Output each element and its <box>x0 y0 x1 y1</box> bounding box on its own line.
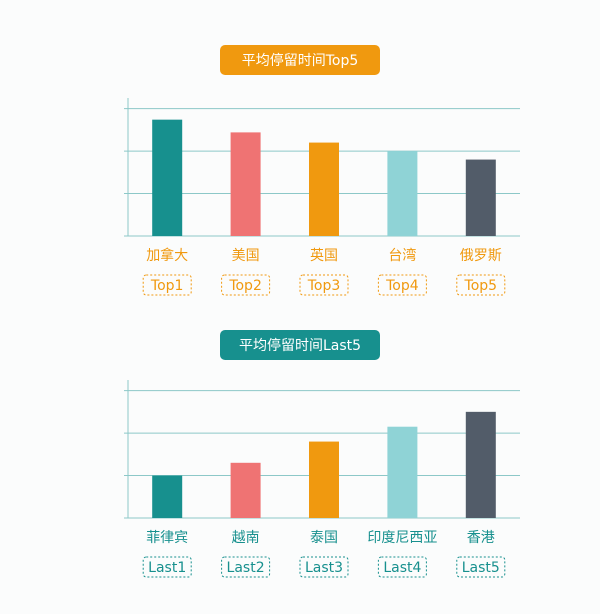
bar <box>465 159 496 236</box>
x-tick-label: 菲律宾 <box>146 530 188 546</box>
title-badge <box>220 330 380 360</box>
bar <box>152 119 183 236</box>
bar <box>309 142 339 236</box>
x-tick-label: 加拿大 <box>146 247 188 264</box>
rank-badge <box>377 556 427 578</box>
x-tick-label: 英国 <box>310 247 338 264</box>
bar <box>152 475 183 518</box>
bar <box>387 426 418 518</box>
rank-badge <box>221 274 271 296</box>
bar <box>230 132 261 236</box>
rank-label: Top4 <box>385 278 419 294</box>
bar <box>309 441 339 518</box>
rank-label: Last3 <box>305 560 343 576</box>
rank-badge <box>142 274 192 296</box>
x-tick-label: 泰国 <box>310 530 338 546</box>
chart-title: 平均停留时间Top5 <box>242 52 359 69</box>
x-tick-label: 越南 <box>232 530 260 546</box>
rank-label: Top1 <box>150 278 184 294</box>
rank-label: Last4 <box>383 560 421 576</box>
rank-badge <box>299 274 349 296</box>
rank-badge <box>221 556 271 578</box>
rank-badge <box>299 556 349 578</box>
rank-badge <box>456 556 506 578</box>
x-tick-label: 台湾 <box>388 247 416 264</box>
rank-badge <box>142 556 192 578</box>
x-tick-label: 香港 <box>467 530 495 546</box>
x-tick-label: 印度尼西亚 <box>367 530 437 546</box>
rank-label: Last2 <box>227 560 265 576</box>
x-tick-label: 俄罗斯 <box>460 248 502 264</box>
rank-badge <box>377 274 427 296</box>
rank-label: Top5 <box>464 278 498 294</box>
bar <box>230 462 261 518</box>
rank-badge <box>456 274 506 296</box>
rank-label: Top2 <box>228 278 262 294</box>
rank-label: Top3 <box>307 278 341 294</box>
rank-label: Last1 <box>148 560 186 576</box>
chart-title: 平均停留时间Last5 <box>239 337 361 354</box>
bar <box>465 411 496 518</box>
title-badge <box>220 45 380 75</box>
bar <box>387 151 418 236</box>
rank-label: Last5 <box>462 560 500 576</box>
x-tick-label: 美国 <box>232 248 260 264</box>
